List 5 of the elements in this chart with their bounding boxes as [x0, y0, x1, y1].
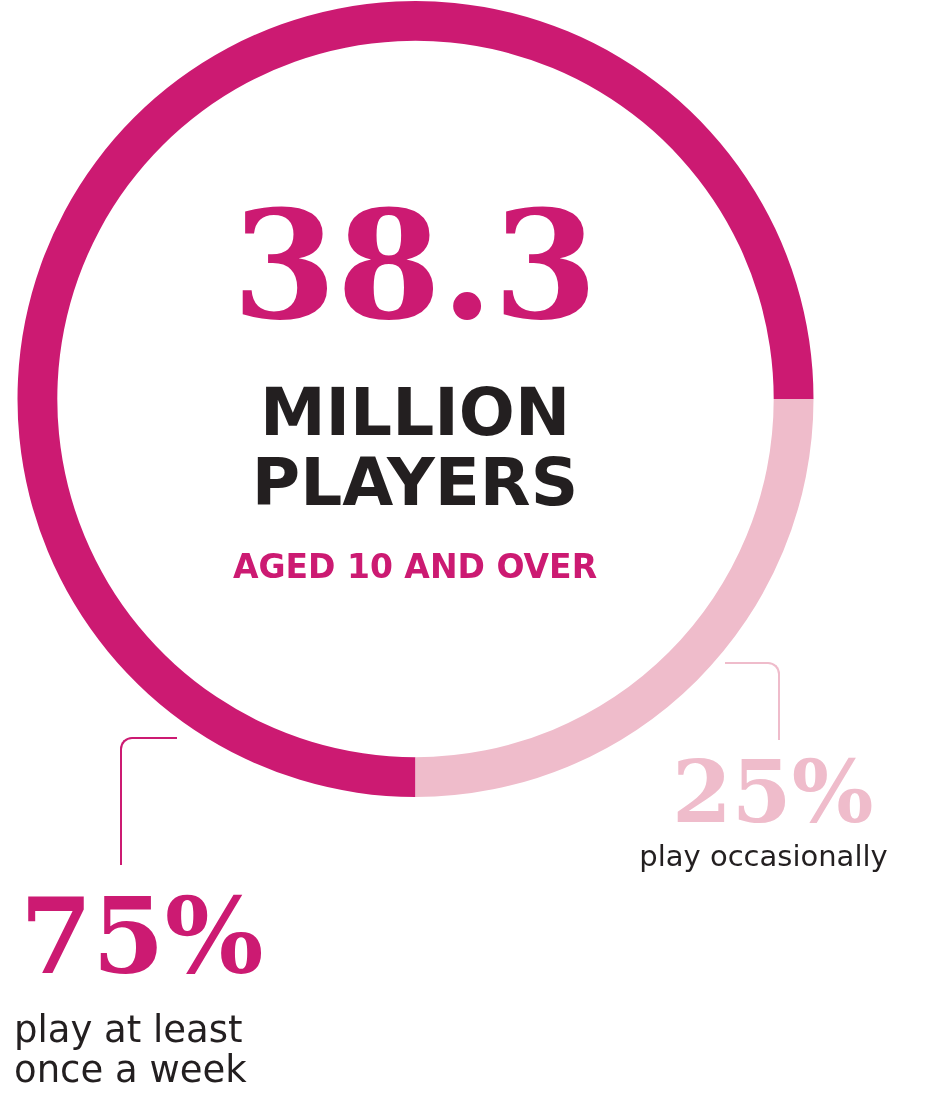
- text: MILLION PLAYERS: [250, 374, 580, 521]
- text: AGED 10 AND OVER: [231, 546, 599, 588]
- data-label: 75%: [20, 875, 265, 999]
- slice-label: play at least once a week: [14, 1008, 248, 1091]
- text: 38.3: [231, 176, 599, 355]
